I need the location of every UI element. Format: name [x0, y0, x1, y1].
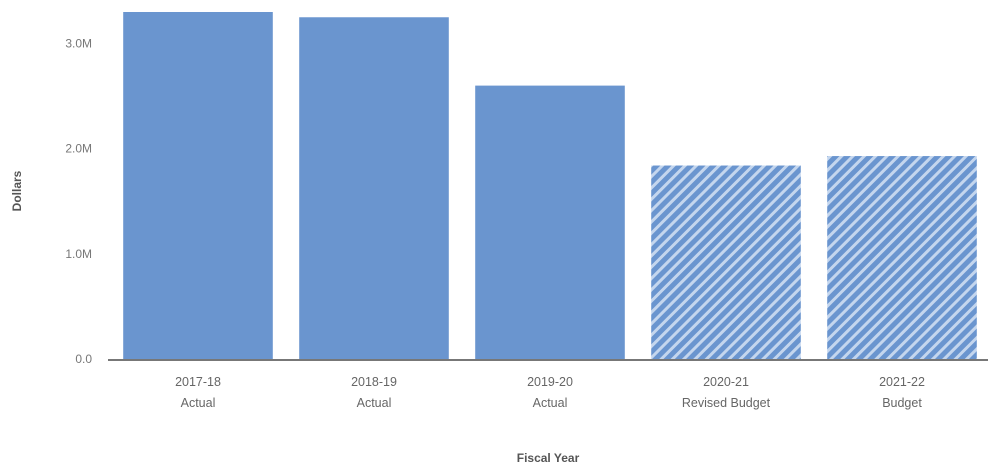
- x-tick-label-kind: Budget: [882, 396, 922, 410]
- x-tick-label-year: 2019-20: [527, 375, 573, 389]
- y-tick-label: 2.0M: [65, 142, 92, 156]
- y-axis-ticks: 0.0 1.0M 2.0M 3.0M: [65, 37, 92, 366]
- y-tick-label: 1.0M: [65, 247, 92, 261]
- x-tick-label-kind: Actual: [533, 396, 568, 410]
- x-axis-title: Fiscal Year: [517, 451, 580, 465]
- x-tick-label-year: 2021-22: [879, 375, 925, 389]
- bar-2017-18: [123, 12, 273, 359]
- y-axis-title: Dollars: [10, 170, 24, 211]
- bars: [123, 12, 977, 360]
- x-tick-label-year: 2020-21: [703, 375, 749, 389]
- y-tick-label: 3.0M: [65, 37, 92, 51]
- x-tick-label-kind: Revised Budget: [682, 396, 771, 410]
- x-tick-label-kind: Actual: [181, 396, 216, 410]
- bar-2020-21: [651, 165, 801, 359]
- bar-2018-19: [299, 17, 449, 360]
- x-tick-label-year: 2017-18: [175, 375, 221, 389]
- bar-2019-20: [475, 85, 625, 359]
- x-tick-label-kind: Actual: [357, 396, 392, 410]
- x-tick-label-year: 2018-19: [351, 375, 397, 389]
- x-axis-labels: 2017-18 Actual 2018-19 Actual 2019-20 Actual 2…: [175, 375, 925, 410]
- bar-2021-22: [827, 156, 977, 359]
- y-tick-label: 0.0: [75, 352, 92, 366]
